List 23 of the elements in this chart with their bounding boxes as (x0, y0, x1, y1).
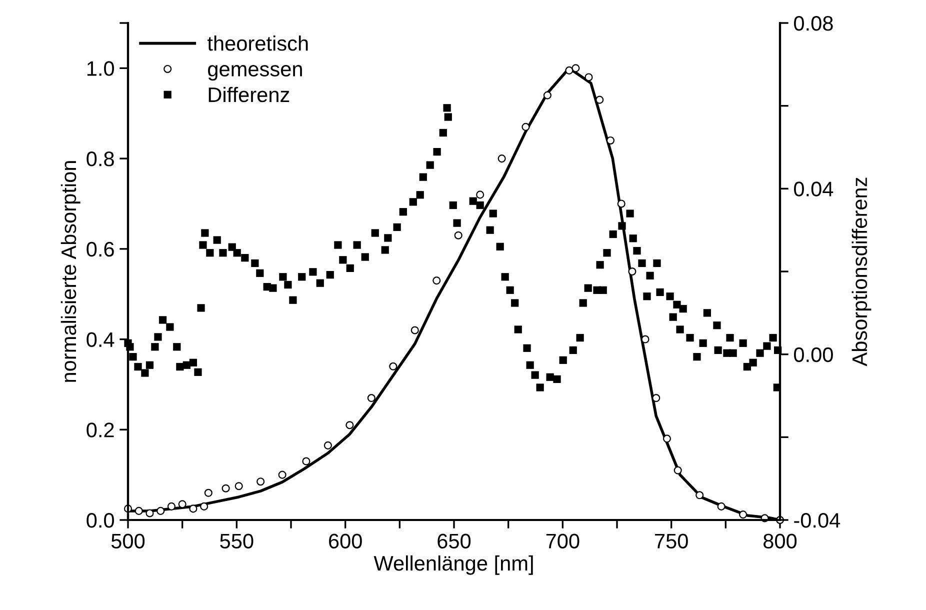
legend-label: Differenz (208, 86, 290, 102)
y2-tick-label: 0.00 (794, 347, 833, 362)
y-axis-title: normalisierte Absorption (60, 161, 80, 382)
legend-label: gemessen (208, 65, 302, 81)
y2-tick-label: -0.04 (794, 513, 840, 528)
y-tick-label: 0.8 (86, 152, 114, 166)
x-tick-label: 800 (764, 534, 797, 548)
x-tick-label: 500 (111, 534, 145, 548)
x-tick-label: 650 (438, 534, 471, 548)
y-tick-label: 0.6 (86, 242, 114, 257)
x-axis-title: Wellenlänge [nm] (374, 555, 533, 575)
y2-axis-title: Absorptionsdifferenz (852, 178, 872, 366)
y-tick-label: 0.0 (86, 513, 114, 528)
y2-tick-label: 0.04 (794, 182, 834, 196)
legend-label: theoretisch (207, 36, 308, 51)
y2-tick-label: 0.08 (794, 16, 833, 31)
x-tick-label: 700 (546, 534, 580, 548)
y-tick-label: 1.0 (87, 61, 114, 76)
x-tick-label: 600 (329, 534, 362, 548)
x-tick-label: 750 (655, 534, 688, 548)
y-tick-label: 0.4 (86, 332, 114, 348)
y-tick-label: 0.2 (86, 422, 114, 438)
x-tick-label: 550 (220, 534, 254, 548)
